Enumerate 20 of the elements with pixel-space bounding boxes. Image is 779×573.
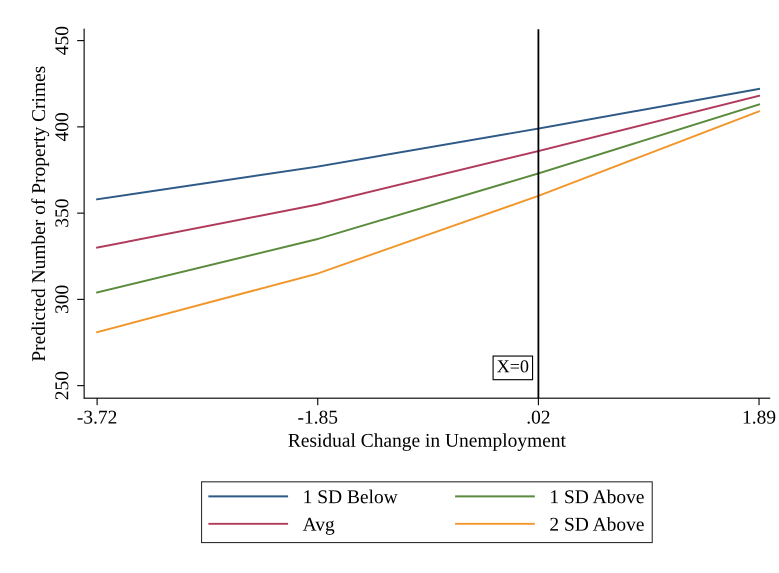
x-tick-label: .02 — [528, 410, 550, 424]
ref-line-label: X=0 — [497, 360, 528, 372]
y-tick-label: 450 — [55, 26, 68, 55]
x-tick-label: -1.85 — [298, 410, 338, 424]
legend-label: 1 SD Above — [551, 490, 644, 504]
y-tick-label: 400 — [55, 113, 68, 142]
legend-label: 1 SD Below — [304, 490, 398, 504]
y-tick-label: 250 — [55, 372, 68, 400]
legend-label: 2 SD Above — [550, 517, 644, 531]
x-tick-label: 1.89 — [744, 410, 776, 424]
y-axis-title: Predicted Number of Property Crimes — [31, 66, 50, 362]
x-axis-title: Residual Change in Unemployment — [288, 433, 566, 451]
legend-label: Avg — [302, 518, 334, 535]
y-tick-label: 350 — [55, 199, 68, 227]
line-series — [96, 88, 760, 200]
y-tick-label: 300 — [55, 286, 68, 314]
line-series — [96, 103, 760, 294]
x-tick-label: -3.72 — [78, 410, 116, 424]
line-series — [96, 110, 760, 334]
line-series — [96, 94, 760, 249]
